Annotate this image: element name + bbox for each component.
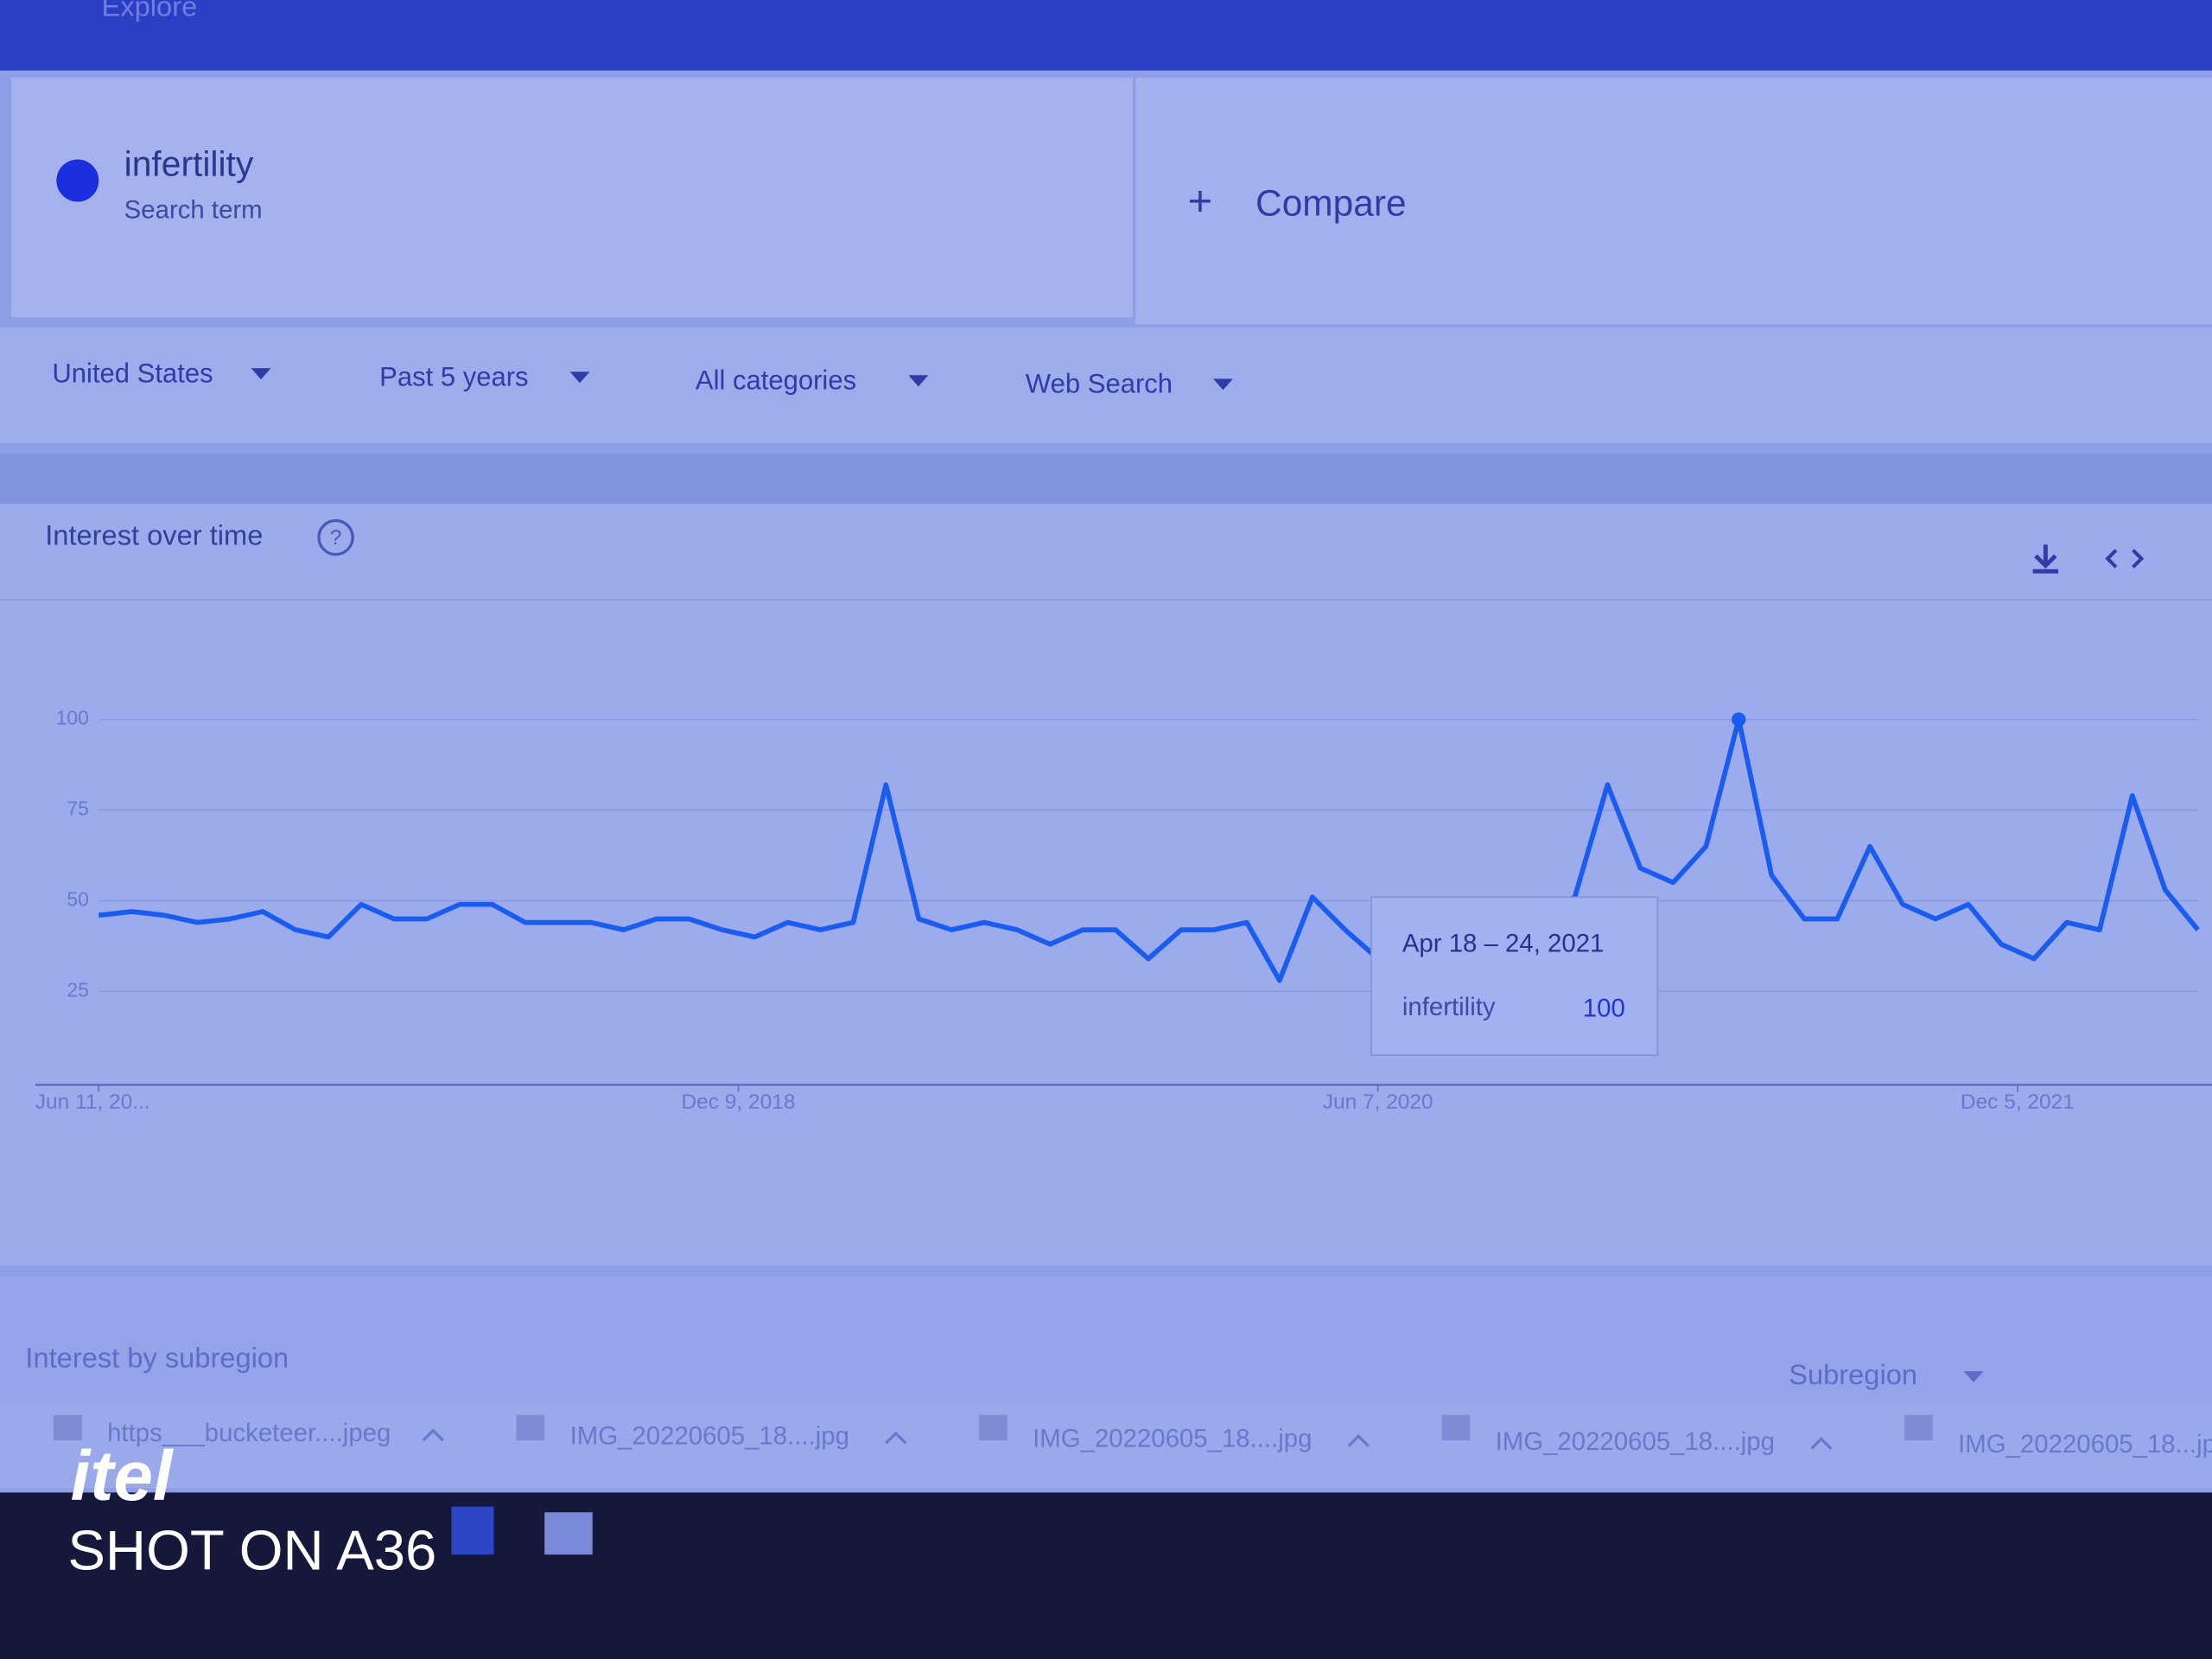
compare-card[interactable] bbox=[1135, 77, 2212, 325]
download-chevron[interactable] bbox=[1810, 1436, 1833, 1450]
dropdown-arrow bbox=[908, 375, 929, 387]
top-bar bbox=[0, 0, 2212, 71]
x-tick-label: Jun 7, 2020 bbox=[1323, 1090, 1433, 1114]
search-term-card[interactable] bbox=[11, 77, 1134, 318]
term-name: infertility bbox=[124, 143, 254, 183]
term-dot bbox=[56, 159, 99, 202]
download-name[interactable]: IMG_20220605_18....jpg bbox=[1033, 1425, 1312, 1453]
compare-plus: + bbox=[1188, 179, 1213, 226]
tooltip-series: infertility bbox=[1402, 993, 1496, 1021]
term-kind: Search term bbox=[124, 196, 263, 225]
tooltip bbox=[1370, 896, 1659, 1057]
filter-label[interactable]: Web Search bbox=[1026, 369, 1173, 399]
file-icon bbox=[516, 1414, 545, 1440]
compare-label[interactable]: Compare bbox=[1255, 183, 1407, 224]
download-chevron[interactable] bbox=[1347, 1433, 1370, 1447]
y-tick-label: 100 bbox=[56, 707, 89, 729]
dropdown-arrow bbox=[1963, 1370, 1984, 1382]
filter-label[interactable]: All categories bbox=[696, 365, 856, 396]
watermark-caption: SHOT ON A36 bbox=[67, 1518, 436, 1581]
download-name[interactable]: IMG_20220605_18....jpg bbox=[1496, 1427, 1775, 1456]
tooltip-value: 100 bbox=[1583, 995, 1625, 1023]
dropdown-arrow bbox=[1213, 378, 1233, 391]
tooltip-date: Apr 18 – 24, 2021 bbox=[1402, 930, 1605, 958]
filter-bar bbox=[0, 327, 2212, 443]
chart-card bbox=[0, 503, 2212, 1266]
x-tick-label: Dec 5, 2021 bbox=[1961, 1090, 2075, 1114]
hover-point bbox=[1732, 712, 1746, 727]
y-tick-label: 25 bbox=[67, 978, 88, 1001]
y-tick-label: 75 bbox=[67, 798, 88, 820]
series-line bbox=[98, 716, 2200, 983]
taskbar-icon bbox=[544, 1512, 593, 1555]
dropdown-arrow bbox=[251, 368, 271, 380]
download-name[interactable]: IMG_20220605_18....jpg bbox=[570, 1421, 849, 1450]
taskbar-icon bbox=[451, 1506, 494, 1555]
taskbar bbox=[0, 1492, 2212, 1659]
chart-title: Interest over time bbox=[45, 519, 263, 551]
top-bar-title: Explore bbox=[102, 0, 198, 22]
divider bbox=[0, 454, 2212, 504]
download-bar bbox=[0, 1403, 2212, 1489]
filter-label[interactable]: United States bbox=[52, 358, 213, 388]
file-icon bbox=[1904, 1414, 1933, 1440]
download-chevron[interactable] bbox=[885, 1431, 907, 1445]
help-icon[interactable] bbox=[317, 518, 354, 556]
y-tick-label: 50 bbox=[67, 887, 88, 910]
subregion-title: Interest by subregion bbox=[25, 1342, 289, 1374]
watermark-brand: itel bbox=[71, 1437, 175, 1516]
file-icon bbox=[54, 1414, 82, 1440]
help-mark: ? bbox=[330, 526, 342, 550]
download-name[interactable]: https___bucketeer....jpeg bbox=[107, 1419, 391, 1447]
embed-icon[interactable] bbox=[2105, 549, 2145, 569]
file-icon bbox=[1441, 1414, 1471, 1440]
filter-label[interactable]: Past 5 years bbox=[379, 362, 528, 392]
subregion-control[interactable]: Subregion bbox=[1789, 1358, 1917, 1390]
dropdown-arrow bbox=[569, 372, 590, 384]
x-tick-label: Dec 9, 2018 bbox=[682, 1090, 796, 1114]
x-tick-label: Jun 11, 20... bbox=[35, 1090, 150, 1114]
download-chevron[interactable] bbox=[422, 1428, 444, 1442]
file-icon bbox=[979, 1414, 1007, 1440]
download-name[interactable]: IMG_20220605_18...jpg bbox=[1958, 1430, 2212, 1459]
download-icon[interactable] bbox=[2032, 544, 2059, 574]
